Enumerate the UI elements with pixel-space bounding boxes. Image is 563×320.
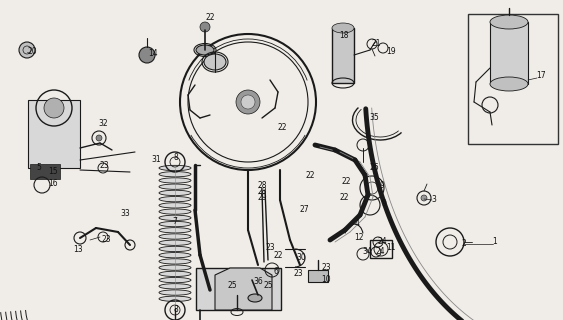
- Text: 10: 10: [321, 275, 330, 284]
- Bar: [332, 28, 354, 83]
- Bar: [28, 100, 80, 168]
- Circle shape: [44, 98, 64, 118]
- Text: 6: 6: [274, 267, 279, 276]
- Text: 18: 18: [339, 31, 348, 41]
- Ellipse shape: [159, 296, 191, 301]
- Text: 24: 24: [377, 236, 387, 245]
- Bar: [370, 240, 392, 258]
- Text: 14: 14: [148, 49, 158, 58]
- Text: 23: 23: [100, 162, 110, 171]
- Bar: [196, 268, 281, 310]
- Ellipse shape: [159, 209, 191, 214]
- Text: 35: 35: [369, 114, 379, 123]
- Text: 28: 28: [258, 180, 267, 189]
- Ellipse shape: [159, 172, 191, 177]
- Text: 22: 22: [206, 13, 216, 22]
- Text: 33: 33: [120, 210, 129, 219]
- Circle shape: [236, 90, 260, 114]
- Text: 20: 20: [27, 46, 37, 55]
- Ellipse shape: [159, 290, 191, 295]
- Circle shape: [421, 195, 427, 201]
- Ellipse shape: [159, 265, 191, 270]
- Text: 32: 32: [98, 119, 108, 129]
- Text: 24: 24: [375, 247, 385, 257]
- Ellipse shape: [332, 23, 354, 33]
- Ellipse shape: [159, 221, 191, 227]
- Text: 36: 36: [253, 276, 263, 285]
- Ellipse shape: [159, 184, 191, 189]
- Text: 19: 19: [386, 47, 396, 57]
- Text: 23: 23: [322, 263, 332, 273]
- Ellipse shape: [159, 277, 191, 283]
- Bar: [30, 164, 60, 179]
- Bar: [468, 14, 558, 144]
- Bar: [308, 270, 328, 282]
- Text: 2: 2: [462, 238, 467, 247]
- Text: 23: 23: [265, 243, 275, 252]
- Text: 26: 26: [369, 163, 379, 172]
- Text: 13: 13: [73, 244, 83, 253]
- Text: 22: 22: [339, 194, 348, 203]
- Text: 34: 34: [362, 247, 372, 257]
- Circle shape: [200, 22, 210, 32]
- Ellipse shape: [159, 234, 191, 239]
- Text: 7: 7: [172, 217, 177, 226]
- Ellipse shape: [159, 259, 191, 264]
- Text: 25: 25: [228, 281, 238, 290]
- Text: 8: 8: [174, 306, 178, 315]
- Text: 3: 3: [431, 196, 436, 204]
- Text: 5: 5: [36, 164, 41, 172]
- Ellipse shape: [159, 215, 191, 220]
- Ellipse shape: [248, 294, 262, 302]
- Ellipse shape: [159, 196, 191, 202]
- Text: 21: 21: [372, 38, 382, 47]
- Ellipse shape: [159, 190, 191, 196]
- Ellipse shape: [204, 54, 226, 70]
- Circle shape: [19, 42, 35, 58]
- Ellipse shape: [159, 284, 191, 289]
- Text: 4: 4: [355, 220, 360, 228]
- Circle shape: [139, 47, 155, 63]
- Text: 23: 23: [294, 269, 303, 278]
- Text: 22: 22: [305, 171, 315, 180]
- Ellipse shape: [159, 178, 191, 183]
- Circle shape: [241, 95, 255, 109]
- Circle shape: [96, 135, 102, 141]
- Ellipse shape: [159, 246, 191, 252]
- Text: 22: 22: [273, 252, 283, 260]
- Text: 29: 29: [258, 194, 267, 203]
- Ellipse shape: [159, 165, 191, 171]
- Text: 1: 1: [492, 237, 497, 246]
- Text: 25: 25: [263, 281, 272, 290]
- Text: 11: 11: [386, 243, 395, 252]
- Ellipse shape: [490, 15, 528, 29]
- Ellipse shape: [196, 45, 214, 55]
- Ellipse shape: [159, 271, 191, 276]
- Ellipse shape: [159, 203, 191, 208]
- Text: 28: 28: [258, 188, 267, 196]
- Text: 8: 8: [173, 153, 178, 162]
- Text: 15: 15: [48, 166, 57, 175]
- Ellipse shape: [159, 252, 191, 258]
- Ellipse shape: [490, 77, 528, 91]
- Text: 9: 9: [380, 180, 385, 189]
- Bar: [490, 22, 528, 84]
- Text: 16: 16: [48, 179, 57, 188]
- Text: 22: 22: [341, 178, 351, 187]
- Text: 27: 27: [299, 205, 309, 214]
- Text: 23: 23: [101, 235, 110, 244]
- Text: 17: 17: [536, 71, 546, 81]
- Ellipse shape: [159, 240, 191, 245]
- Text: 31: 31: [151, 156, 160, 164]
- Text: 12: 12: [354, 233, 364, 242]
- Polygon shape: [215, 268, 272, 310]
- Ellipse shape: [159, 228, 191, 233]
- Text: 30: 30: [296, 253, 306, 262]
- Text: 22: 22: [277, 123, 287, 132]
- Text: 9: 9: [382, 198, 387, 207]
